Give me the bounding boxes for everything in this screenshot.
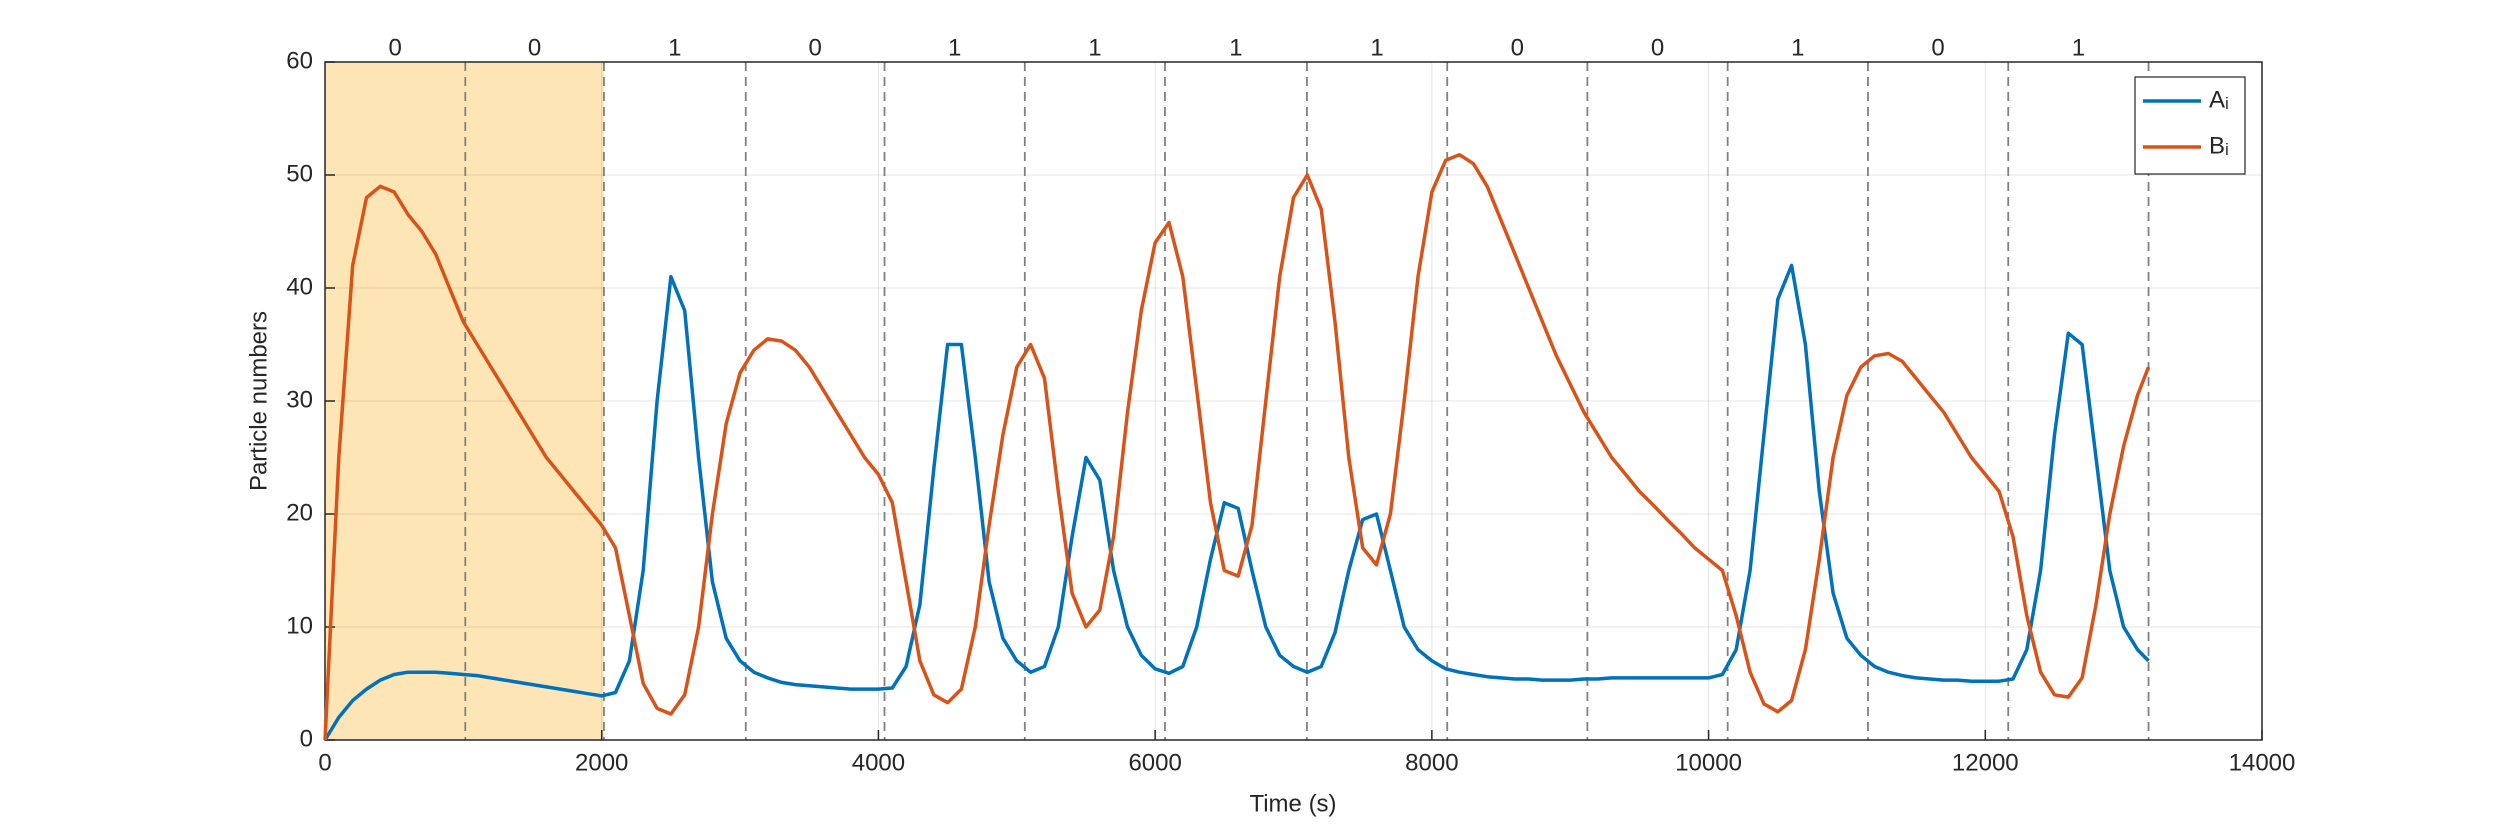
legend-box [2134, 76, 2246, 175]
data-line [323, 152, 2151, 741]
y-tick-label: 0 [300, 725, 313, 752]
x-tick-label: 6000 [1128, 749, 1181, 776]
interval-label: 1 [668, 34, 681, 61]
y-tick-label: 40 [286, 273, 313, 300]
legend-label: Aᵢ [2209, 86, 2229, 113]
interval-label: 0 [528, 34, 541, 61]
x-tick-label: 14000 [2229, 749, 2296, 776]
plot-area [325, 62, 2262, 740]
x-tick-label: 12000 [1952, 749, 2019, 776]
interval-label: 1 [948, 34, 961, 61]
interval-label: 0 [808, 34, 821, 61]
interval-label: 1 [1229, 34, 1242, 61]
interval-label: 1 [1370, 34, 1383, 61]
x-tick-label: 2000 [575, 749, 628, 776]
interval-label: 0 [1651, 34, 1664, 61]
data-line [323, 263, 2150, 741]
axes-box [324, 61, 2263, 741]
interval-label: 1 [1791, 34, 1804, 61]
y-tick-label: 20 [286, 499, 313, 526]
x-tick-label: 4000 [852, 749, 905, 776]
y-tick-label: 10 [286, 612, 313, 639]
interval-label: 0 [388, 34, 401, 61]
interval-label: 0 [1511, 34, 1524, 61]
legend-label: Bᵢ [2209, 132, 2229, 159]
y-axis-label: Particle numbers [245, 311, 272, 491]
interval-label: 1 [1088, 34, 1101, 61]
interval-label: 0 [1931, 34, 1944, 61]
x-axis-label: Time (s) [1249, 790, 1336, 817]
x-tick-label: 10000 [1675, 749, 1742, 776]
x-tick-label: 0 [318, 749, 331, 776]
y-tick-label: 30 [286, 386, 313, 413]
interval-label: 1 [2072, 34, 2085, 61]
y-tick-label: 60 [286, 47, 313, 74]
y-tick-label: 50 [286, 160, 313, 187]
x-tick-label: 8000 [1405, 749, 1458, 776]
